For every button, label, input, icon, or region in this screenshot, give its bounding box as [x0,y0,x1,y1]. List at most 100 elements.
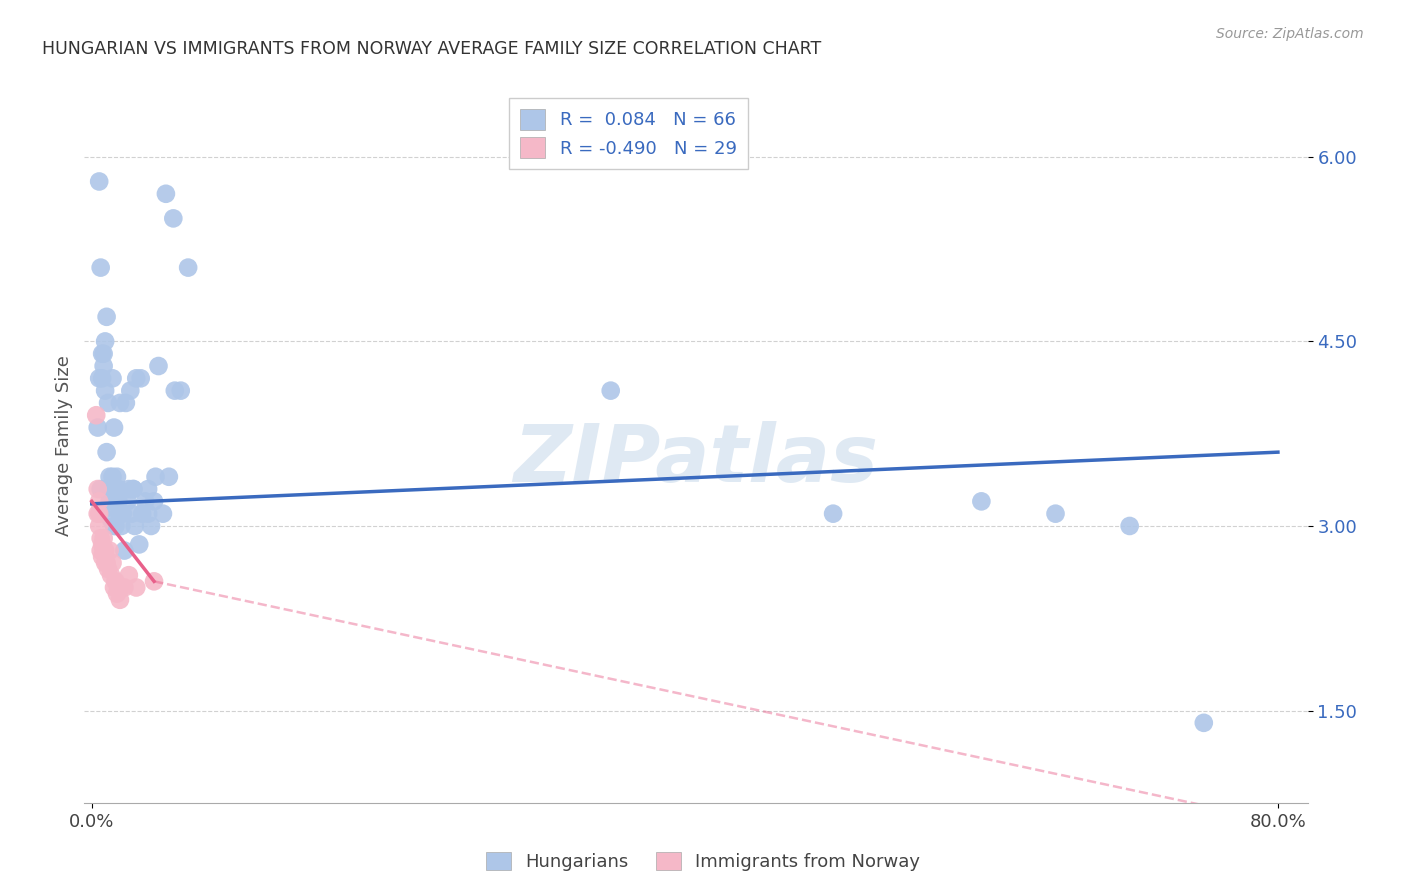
Point [98,494,121,508]
Point [1118,519,1140,533]
Point [157,469,180,483]
Point [101,371,124,385]
Point [108,592,131,607]
Point [91,537,114,551]
Point [112,581,135,595]
Text: HUNGARIAN VS IMMIGRANTS FROM NORWAY AVERAGE FAMILY SIZE CORRELATION CHART: HUNGARIAN VS IMMIGRANTS FROM NORWAY AVER… [42,40,821,58]
Point [100,500,122,515]
Point [93,531,115,545]
Point [111,507,134,521]
Point [96,445,118,459]
Y-axis label: Average Family Size: Average Family Size [55,356,73,536]
Point [118,568,141,582]
Point [101,556,124,570]
Point [104,519,127,533]
Point [89,519,111,533]
Point [97,482,120,496]
Point [152,507,174,521]
Point [134,494,156,508]
Point [90,260,112,275]
Point [105,469,128,483]
Point [143,574,166,589]
Point [121,507,143,521]
Point [970,494,993,508]
Point [86,482,108,496]
Point [599,384,621,398]
Point [89,371,111,385]
Point [110,581,132,595]
Point [94,384,117,398]
Point [86,420,108,434]
Legend: Hungarians, Immigrants from Norway: Hungarians, Immigrants from Norway [478,845,928,879]
Point [84,409,107,423]
Point [91,549,114,564]
Point [131,507,153,521]
Point [89,507,111,521]
Point [93,543,115,558]
Point [104,574,127,589]
Point [90,543,112,558]
Point [100,513,122,527]
Point [89,174,111,188]
Point [89,494,111,508]
Point [823,507,845,521]
Point [145,469,167,483]
Point [96,310,118,324]
Point [136,482,159,496]
Point [98,543,121,558]
Text: Source: ZipAtlas.com: Source: ZipAtlas.com [1216,27,1364,41]
Point [120,384,142,398]
Point [94,334,117,349]
Point [125,581,148,595]
Point [163,384,186,398]
Point [94,543,117,558]
Point [91,371,114,385]
Point [108,396,131,410]
Point [103,519,125,533]
Point [177,260,200,275]
Point [98,469,121,483]
Point [162,211,184,226]
Point [129,371,152,385]
Point [103,420,125,434]
Legend: R =  0.084   N = 66, R = -0.490   N = 29: R = 0.084 N = 66, R = -0.490 N = 29 [509,98,748,169]
Point [86,507,108,521]
Point [97,562,120,576]
Point [122,482,145,496]
Point [90,482,112,496]
Point [139,519,162,533]
Point [148,359,170,373]
Point [107,494,129,508]
Text: ZIPatlas: ZIPatlas [513,421,879,500]
Point [108,507,131,521]
Point [91,347,114,361]
Point [107,482,129,496]
Point [103,581,125,595]
Point [104,494,127,508]
Point [170,384,193,398]
Point [105,587,128,601]
Point [143,494,166,508]
Point [93,359,115,373]
Point [97,396,120,410]
Point [115,396,138,410]
Point [117,494,139,508]
Point [1192,715,1215,730]
Point [90,531,112,545]
Point [128,537,150,551]
Point [101,469,124,483]
Point [125,371,148,385]
Point [122,482,145,496]
Point [118,482,141,496]
Point [100,568,122,582]
Point [93,347,115,361]
Point [110,519,132,533]
Point [1045,507,1067,521]
Point [155,186,177,201]
Point [124,519,146,533]
Point [96,556,118,570]
Point [112,543,135,558]
Point [107,581,129,595]
Point [136,507,159,521]
Point [94,556,117,570]
